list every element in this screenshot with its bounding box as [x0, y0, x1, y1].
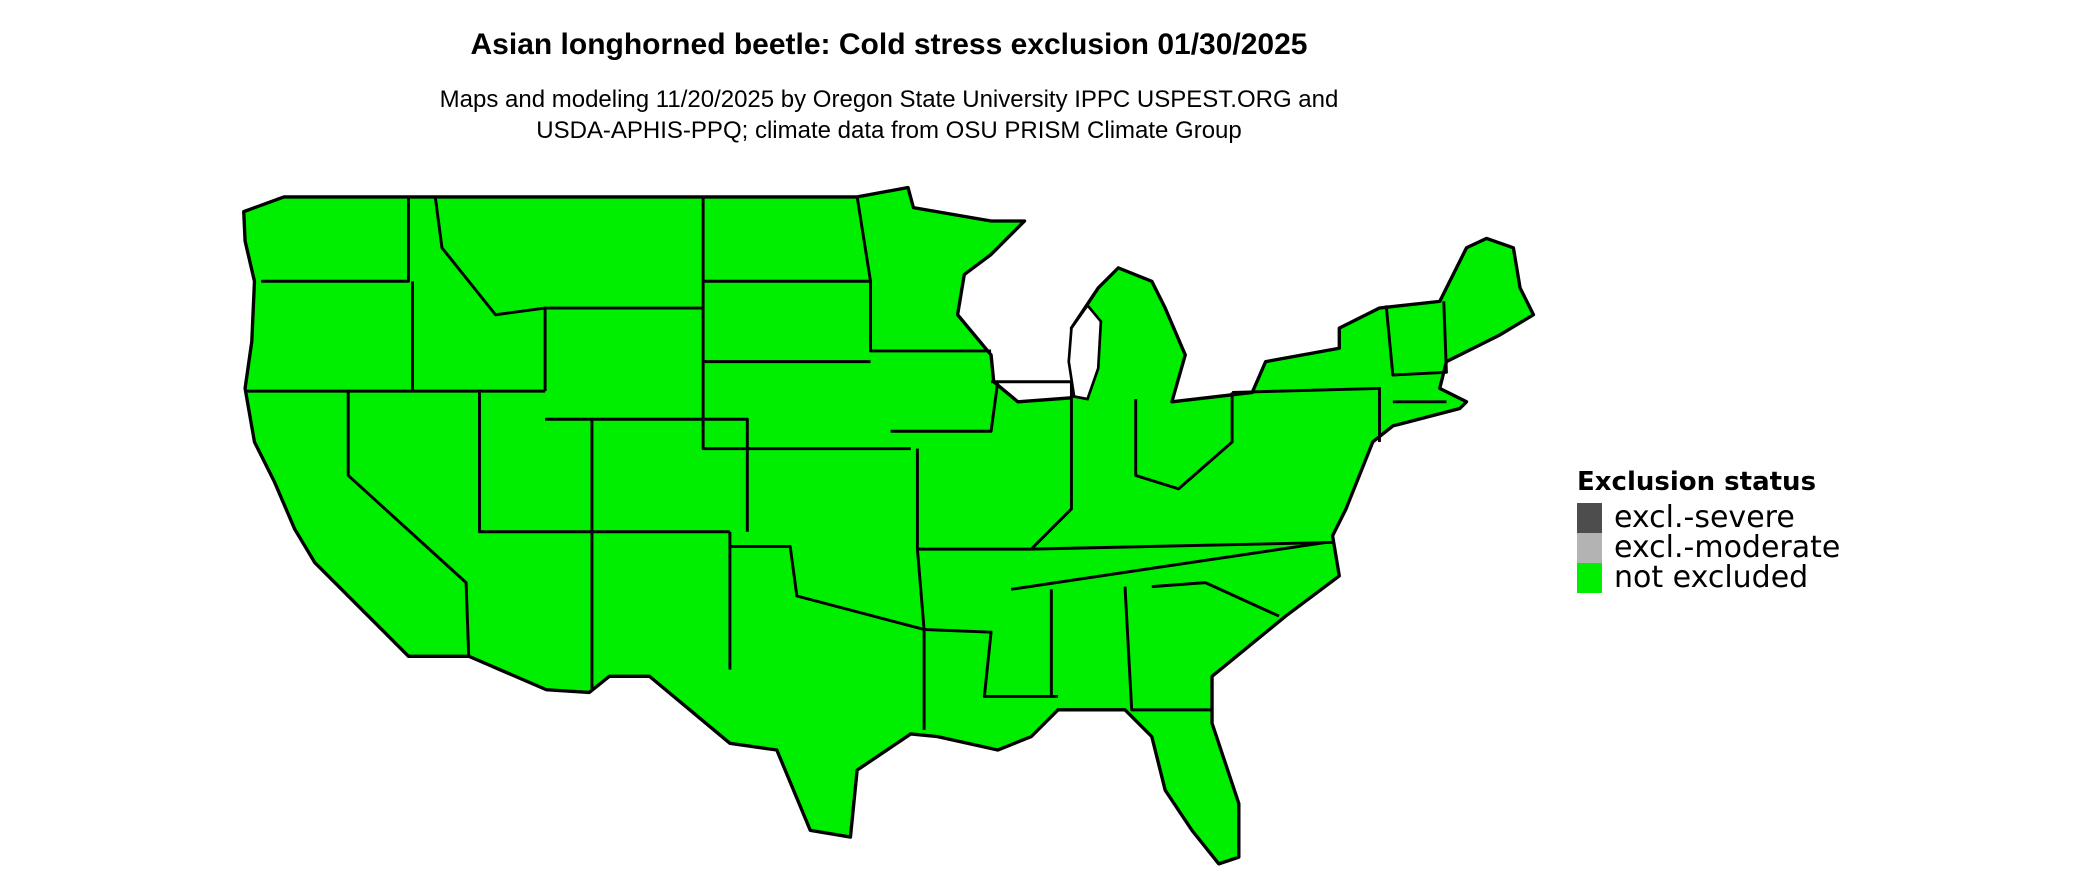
legend-title: Exclusion status	[1577, 467, 1817, 497]
map-subtitle: Maps and modeling 11/20/2025 by Oregon S…	[0, 84, 1778, 146]
lake-michigan	[1067, 303, 1103, 401]
us-outline	[242, 185, 1536, 866]
legend-item-severe: excl.-severe	[1577, 503, 1840, 533]
legend-swatch	[1577, 563, 1602, 593]
legend-label: excl.-moderate	[1614, 530, 1841, 565]
legend: Exclusion status excl.-severe excl.-mode…	[1577, 467, 1840, 593]
legend-item-not-excluded: not excluded	[1577, 563, 1840, 593]
legend-swatch	[1577, 533, 1602, 563]
map-title: Asian longhorned beetle: Cold stress exc…	[470, 28, 1308, 61]
legend-swatch	[1577, 503, 1602, 533]
state-borders	[245, 196, 1448, 730]
legend-item-moderate: excl.-moderate	[1577, 533, 1840, 563]
legend-label: excl.-severe	[1614, 500, 1795, 535]
subtitle-line-1: Maps and modeling 11/20/2025 by Oregon S…	[439, 86, 1339, 113]
legend-label: not excluded	[1614, 560, 1809, 595]
subtitle-line-2: USDA-APHIS-PPQ; climate data from OSU PR…	[536, 117, 1242, 144]
